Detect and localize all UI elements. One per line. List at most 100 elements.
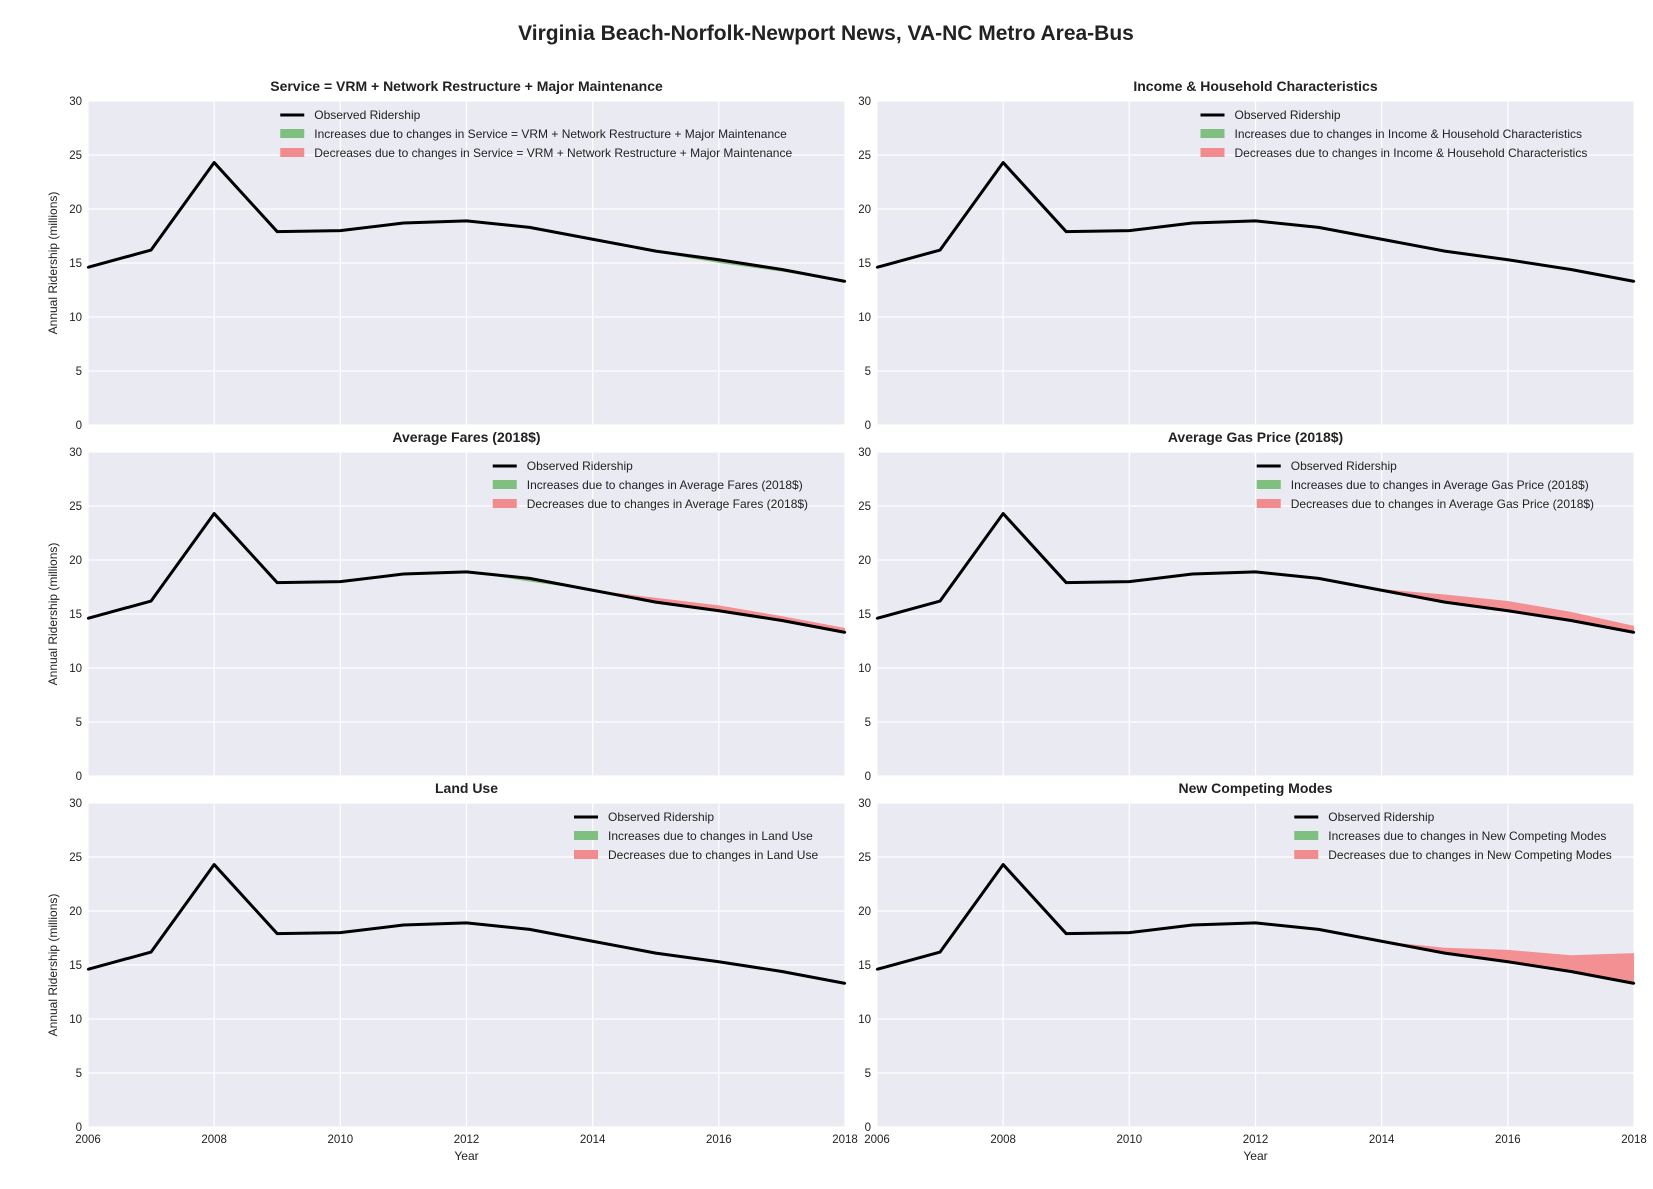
y-tick-label: 30 [69,798,82,810]
legend-label: Decreases due to changes in Service = VR… [314,146,792,160]
observed-point [1191,923,1194,927]
legend-label: Increases due to changes in New Competin… [1328,829,1606,843]
subplot-1: Service = VRM + Network Restructure + Ma… [46,78,847,432]
y-tick-label: 10 [858,663,871,675]
y-tick-label: 10 [69,312,82,324]
y-tick-label: 20 [858,555,871,567]
legend: Observed Ridership Increases due to chang… [492,459,808,511]
observed-point [938,950,942,954]
observed-point [1128,229,1131,232]
legend-label: Increases due to changes in Average Fare… [527,478,803,492]
observed-point [843,982,847,985]
subplot-2: Income & Household Characteristics 0 5 10 15… [858,78,1636,432]
observed-point [212,512,216,515]
y-tick-label: 30 [858,96,871,108]
observed-point [717,960,721,963]
legend: Observed Ridership Increases due to chang… [280,108,792,160]
observed-point [276,230,279,233]
x-tick-label: 2018 [832,1134,858,1146]
y-tick-label: 15 [69,960,82,972]
y-tick-label: 5 [865,1068,871,1080]
legend-label: Observed Ridership [1235,108,1341,122]
y-tick-label: 0 [865,1122,871,1134]
observed-point [654,600,657,604]
observed-point [212,161,216,164]
observed-point [465,219,468,223]
observed-point [1001,512,1005,515]
legend-label: Decreases due to changes in Average Fare… [527,497,808,511]
observed-point [86,266,90,269]
x-tick-label: 2018 [1621,1134,1647,1146]
observed-point [938,599,942,603]
y-tick-label: 30 [858,798,871,810]
subplot-title: New Competing Modes [1178,780,1332,796]
y-tick-label: 5 [76,366,82,378]
y-axis-label: Annual Ridership (millions) [46,192,60,335]
subplot-5: Land Use 0 5 10 15 20 25 30 Annual Ridership (mi… [46,780,858,1163]
legend-label: Increases due to changes in Income & Hou… [1235,127,1583,141]
observed-point [591,589,594,592]
observed-point [86,968,90,971]
y-tick-label: 25 [858,150,871,162]
x-tick-label: 2008 [201,1134,227,1146]
observed-point [654,951,657,955]
observed-point [1569,619,1573,622]
observed-point [339,931,342,934]
legend-decrease-swatch [574,850,598,859]
legend-label: Observed Ridership [527,459,633,473]
observed-point [1001,863,1005,866]
subplot-title: Average Gas Price (2018$) [1168,429,1343,445]
y-tick-label: 15 [858,960,871,972]
observed-point [149,950,153,954]
x-tick-label: 2006 [75,1134,101,1146]
subplot-4: Average Gas Price (2018$) 0 5 10 15 20 25 30 Obs… [858,429,1636,783]
observed-point [86,617,90,620]
y-tick-label: 20 [69,555,82,567]
y-tick-label: 15 [858,609,871,621]
observed-point [654,249,657,253]
figure-title: Virginia Beach-Norfolk-Newport News, VA-… [518,22,1134,45]
legend-label: Observed Ridership [1328,810,1434,824]
observed-point [339,580,342,583]
observed-point [1569,268,1573,271]
x-tick-label: 2010 [1117,1134,1143,1146]
legend-label: Decreases due to changes in Average Gas … [1291,497,1594,511]
legend-decrease-swatch [1256,499,1281,508]
subplot-6: New Competing Modes 0 5 10 15 20 25 30 2006 2008 2… [858,780,1647,1163]
observed-point [1632,280,1636,283]
observed-point [780,619,784,622]
observed-point [1632,631,1636,634]
y-tick-label: 10 [858,1014,871,1026]
legend-label: Observed Ridership [608,810,714,824]
y-tick-label: 10 [69,663,82,675]
observed-point [843,280,847,283]
y-tick-label: 15 [858,258,871,270]
legend-increase-swatch [574,831,598,840]
observed-point [875,968,879,971]
y-tick-label: 5 [76,1068,82,1080]
observed-point [1254,219,1257,223]
observed-point [1506,609,1510,612]
observed-point [717,258,721,261]
y-tick-label: 10 [858,312,871,324]
observed-point [843,631,847,634]
y-tick-label: 30 [69,96,82,108]
y-tick-label: 20 [69,204,82,216]
y-tick-label: 5 [865,366,871,378]
y-tick-label: 10 [69,1014,82,1026]
observed-point [1254,921,1257,925]
observed-point [528,928,531,931]
observed-point [1569,970,1573,973]
observed-point [780,970,784,973]
x-tick-label: 2012 [1243,1134,1269,1146]
subplots-grid: Service = VRM + Network Restructure + Ma… [46,78,1647,1163]
observed-point [402,572,405,576]
legend-increase-swatch [492,480,517,489]
observed-point [276,932,279,935]
legend-decrease-swatch [280,148,305,157]
y-tick-label: 5 [865,717,871,729]
observed-point [276,581,279,584]
observed-point [1065,932,1068,935]
subplot-title: Service = VRM + Network Restructure + Ma… [270,78,663,94]
